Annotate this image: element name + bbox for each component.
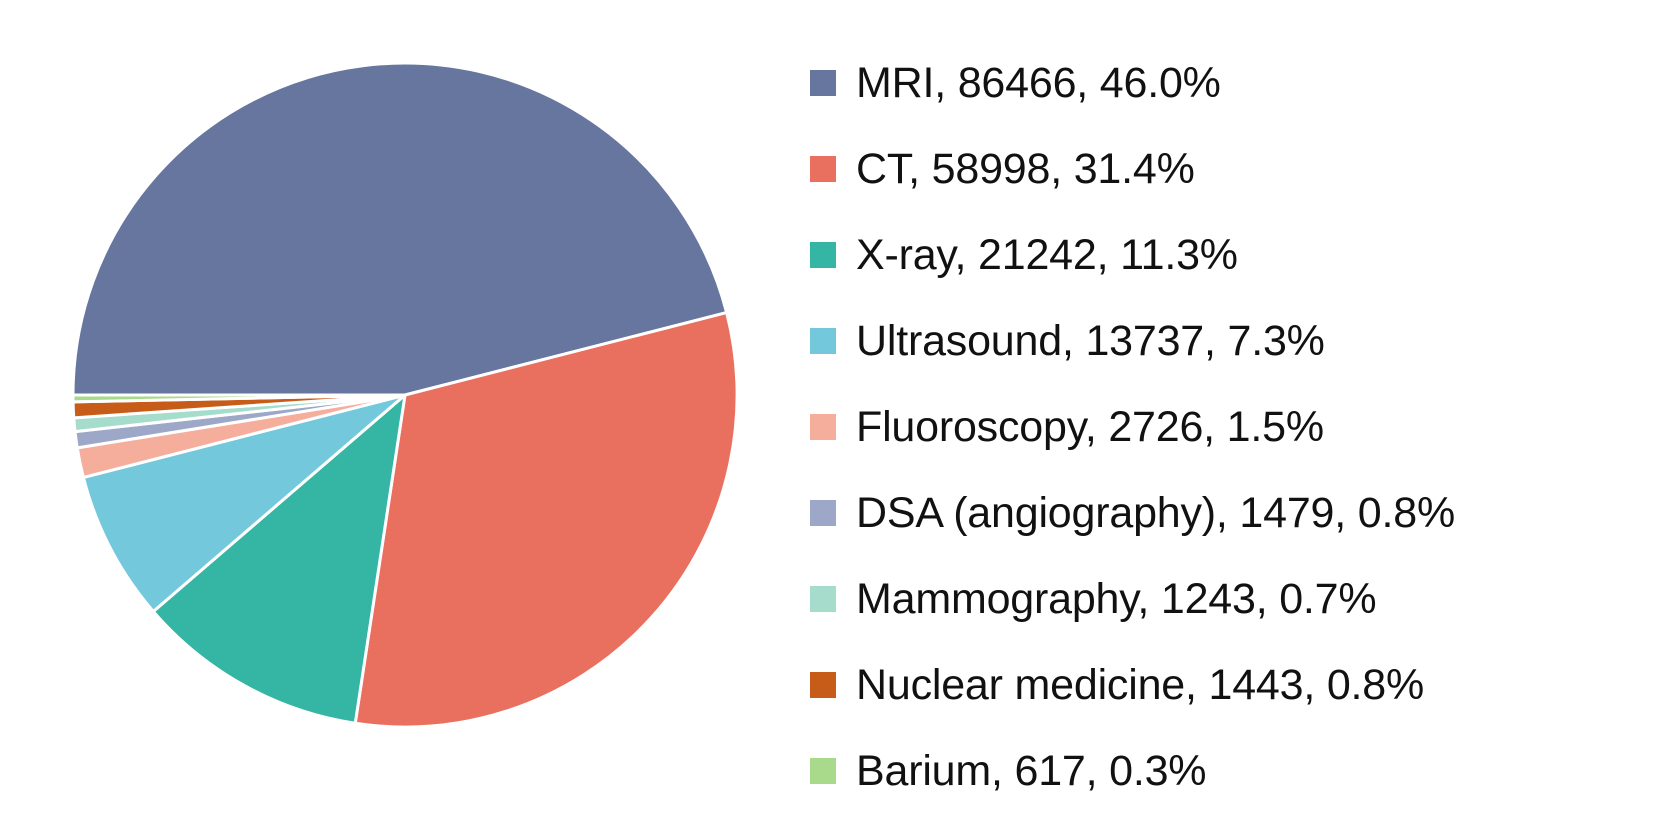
- legend-swatch-nuclear-medicine: [810, 672, 836, 698]
- legend-item-dsa: DSA (angiography), 1479, 0.8%: [810, 470, 1455, 556]
- pie-slices: [71, 61, 739, 729]
- legend-swatch-fluoroscopy: [810, 414, 836, 440]
- legend-swatch-dsa: [810, 500, 836, 526]
- legend-label-fluoroscopy: Fluoroscopy, 2726, 1.5%: [856, 402, 1324, 451]
- legend-label-nuclear-medicine: Nuclear medicine, 1443, 0.8%: [856, 660, 1425, 709]
- legend: MRI, 86466, 46.0% CT, 58998, 31.4% X-ray…: [810, 40, 1455, 814]
- legend-label-dsa: DSA (angiography), 1479, 0.8%: [856, 488, 1455, 537]
- legend-item-mri: MRI, 86466, 46.0%: [810, 40, 1455, 126]
- legend-swatch-ultrasound: [810, 328, 836, 354]
- pie-slice-3: [81, 393, 407, 613]
- legend-item-ct: CT, 58998, 31.4%: [810, 126, 1455, 212]
- legend-item-nuclear-medicine: Nuclear medicine, 1443, 0.8%: [810, 642, 1455, 728]
- legend-swatch-mri: [810, 70, 836, 96]
- legend-label-ultrasound: Ultrasound, 13737, 7.3%: [856, 316, 1325, 365]
- pie-slice-1: [353, 311, 739, 729]
- legend-item-ultrasound: Ultrasound, 13737, 7.3%: [810, 298, 1455, 384]
- legend-label-ct: CT, 58998, 31.4%: [856, 144, 1195, 193]
- legend-swatch-x-ray: [810, 242, 836, 268]
- legend-swatch-mammography: [810, 586, 836, 612]
- pie-slice-0: [71, 61, 729, 397]
- pie-chart: [71, 61, 739, 729]
- legend-label-barium: Barium, 617, 0.3%: [856, 746, 1207, 795]
- pie-slice-2: [151, 393, 407, 725]
- legend-label-x-ray: X-ray, 21242, 11.3%: [856, 230, 1238, 279]
- legend-swatch-barium: [810, 758, 836, 784]
- pie-slice-8: [71, 393, 407, 404]
- legend-item-mammography: Mammography, 1243, 0.7%: [810, 556, 1455, 642]
- legend-label-mammography: Mammography, 1243, 0.7%: [856, 574, 1377, 623]
- legend-item-barium: Barium, 617, 0.3%: [810, 728, 1455, 814]
- legend-label-mri: MRI, 86466, 46.0%: [856, 58, 1221, 107]
- legend-item-fluoroscopy: Fluoroscopy, 2726, 1.5%: [810, 384, 1455, 470]
- legend-item-x-ray: X-ray, 21242, 11.3%: [810, 212, 1455, 298]
- legend-swatch-ct: [810, 156, 836, 182]
